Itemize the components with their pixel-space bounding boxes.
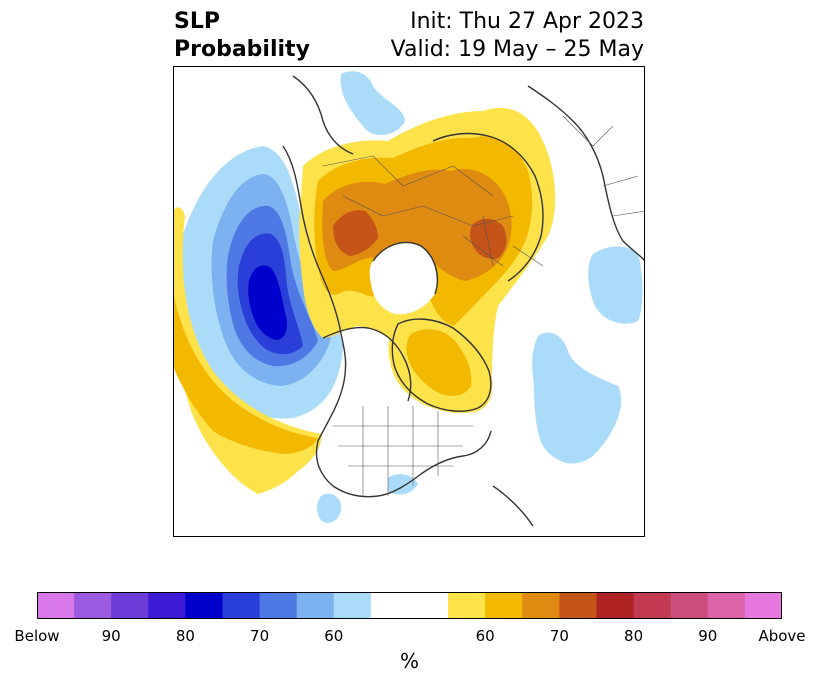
- colorbar-below-swatch: [222, 592, 261, 619]
- coastlines: [282, 75, 645, 527]
- colorbar-above-swatch: [448, 592, 486, 619]
- colorbar-tick-label: 90: [101, 627, 121, 645]
- colorbar-tick-label: 80: [624, 627, 644, 645]
- colorbar-below-swatch: [37, 592, 75, 619]
- colorbar-above-swatch: [522, 592, 560, 619]
- colorbar-below-swatch: [333, 592, 372, 619]
- map-border: [173, 66, 645, 537]
- below-60-patch-europe: [588, 246, 643, 324]
- below-60-patch-east-us: [388, 474, 418, 495]
- forecast-dates: Init: Thu 27 Apr 2023 Valid: 19 May – 25…: [391, 8, 644, 64]
- near-normal-pole: [369, 242, 438, 315]
- colorbar-above-swatch: [559, 592, 597, 619]
- polar-map: [173, 66, 645, 537]
- colorbar-above-swatch: [596, 592, 635, 619]
- colorbar-below-swatch: [111, 592, 149, 619]
- init-date: Init: Thu 27 Apr 2023: [410, 9, 644, 34]
- above-70-pacific: [173, 291, 318, 454]
- colorbar-below-swatch: [296, 592, 335, 619]
- colorbar-border: [37, 592, 782, 619]
- colorbar-tick-label: 60: [475, 627, 495, 645]
- colorbar-tick-labels: Below 90 80 70 60 60 70 80 90 Above: [0, 627, 819, 647]
- colorbar-units: %: [399, 649, 419, 673]
- above-80-arctic: [322, 168, 512, 281]
- below-60-patch-atlantic: [532, 332, 622, 464]
- title-quantity: Probability: [174, 37, 310, 62]
- colorbar: [37, 592, 782, 619]
- colorbar-tick-label: 70: [250, 627, 270, 645]
- colorbar-tick-label: 90: [698, 627, 718, 645]
- map-title: SLP Probability: [174, 8, 310, 64]
- above-90-europe: [470, 218, 507, 259]
- colorbar-above-swatch: [670, 592, 709, 619]
- colorbar-tick-label: Below: [14, 627, 60, 645]
- colorbar-tick-label: Above: [758, 627, 806, 645]
- probability-shading: [173, 71, 643, 523]
- colorbar-above-swatch: [485, 592, 523, 619]
- colorbar-below-swatch: [185, 592, 223, 619]
- above-90-siberia: [333, 210, 378, 256]
- title-variable: SLP: [174, 9, 220, 34]
- below-60-patch-north: [340, 71, 405, 136]
- colorbar-above-swatch: [707, 592, 746, 619]
- below-60-patch-gulf: [317, 493, 342, 523]
- colorbar-below-swatch: [74, 592, 112, 619]
- colorbar-neutral-swatch: [370, 592, 449, 619]
- colorbar-below-swatch: [148, 592, 186, 619]
- colorbar-tick-label: 80: [175, 627, 195, 645]
- colorbar-tick-label: 60: [324, 627, 344, 645]
- colorbar-tick-label: 70: [549, 627, 569, 645]
- above-70-greenland: [406, 329, 472, 396]
- colorbar-above-swatch: [633, 592, 672, 619]
- valid-dates: Valid: 19 May – 25 May: [390, 37, 644, 62]
- colorbar-above-swatch: [744, 592, 782, 619]
- colorbar-below-swatch: [259, 592, 298, 619]
- below-max-region: [248, 265, 287, 340]
- political-borders: [322, 115, 645, 496]
